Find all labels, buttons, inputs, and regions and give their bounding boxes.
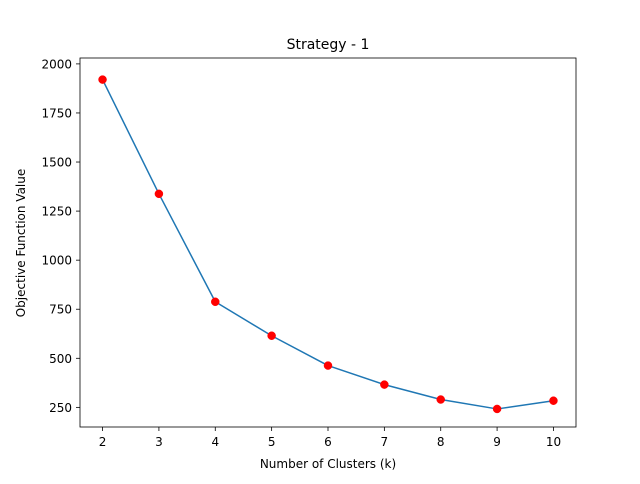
axes: 2 3 4 5 6 7 8 9 10 250 500 750 1000 1250 1500 1750 2000 [41,57,577,449]
x-tick-label: 5 [268,435,276,449]
chart-title: Strategy - 1 [287,37,370,53]
x-tick-label: 4 [211,435,219,449]
data-point-marker [267,331,276,340]
x-tick-label: 6 [324,435,332,449]
data-point-marker [549,396,558,405]
data-point-marker [154,189,164,199]
x-tick-label: 10 [546,435,561,449]
x-axis-label: Number of Clusters (k) [260,457,396,471]
y-tick-label: 1750 [41,106,72,120]
plot-frame [79,57,577,428]
x-tick-label: 3 [155,435,163,449]
data-point-marker [436,395,445,404]
data-point-marker [98,75,107,84]
y-tick-label: 500 [49,352,72,366]
data-point-marker [211,297,220,307]
y-tick-label: 2000 [41,57,72,71]
data-point-marker [323,361,333,370]
x-tick-label: 2 [99,435,107,449]
x-tick-label: 8 [437,435,445,449]
data-point-marker [492,404,502,414]
y-tick-label: 750 [49,303,72,317]
x-tick-label: 7 [381,435,389,449]
y-tick-label: 1000 [41,254,72,268]
y-tick-label: 1500 [41,156,72,170]
y-tick-label: 1250 [41,205,72,219]
x-tick-label: 9 [493,435,501,449]
y-axis-label: Objective Function Value [14,169,28,318]
y-tick-label: 250 [49,401,72,415]
data-point-marker [380,380,389,389]
